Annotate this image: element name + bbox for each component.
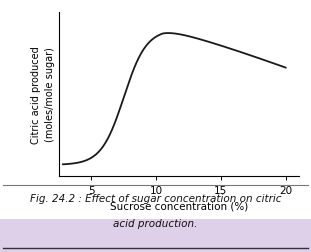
Text: acid production.: acid production. — [113, 218, 198, 228]
Text: Fig. 24.2 : Effect of sugar concentration on citric: Fig. 24.2 : Effect of sugar concentratio… — [30, 193, 281, 203]
Y-axis label: Citric acid produced
(moles/mole sugar): Citric acid produced (moles/mole sugar) — [31, 46, 55, 143]
X-axis label: Sucrose concentration (%): Sucrose concentration (%) — [110, 201, 248, 211]
